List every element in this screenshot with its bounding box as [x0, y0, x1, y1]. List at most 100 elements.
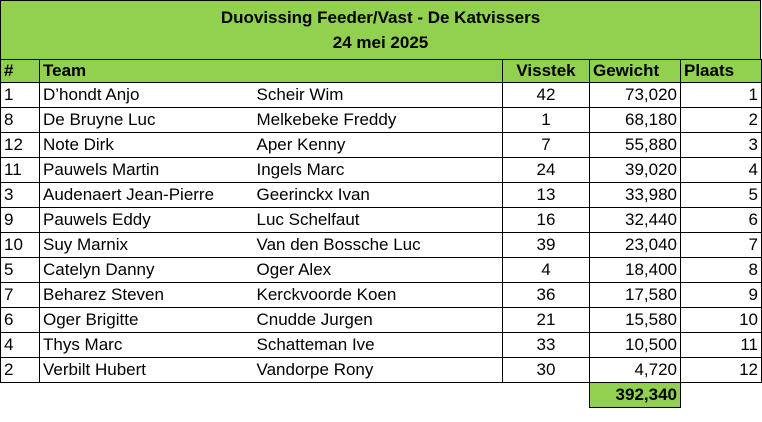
table-row: 1D’hondt AnjoScheir Wim4273,0201: [1, 83, 762, 108]
cell-plaats: 7: [681, 233, 762, 258]
cell-nr: 12: [1, 133, 40, 158]
total-spacer: [40, 383, 254, 408]
cell-angler-2: Cnudde Jurgen: [254, 308, 503, 333]
cell-angler-1: Thys Marc: [40, 333, 254, 358]
table-row: 6Oger BrigitteCnudde Jurgen2115,58010: [1, 308, 762, 333]
cell-plaats: 6: [681, 208, 762, 233]
cell-gewicht: 55,880: [590, 133, 681, 158]
header-row: # Team Visstek Gewicht Plaats: [1, 60, 762, 83]
cell-visstek: 13: [503, 183, 590, 208]
cell-gewicht: 18,400: [590, 258, 681, 283]
cell-nr: 1: [1, 83, 40, 108]
table-row: 11Pauwels MartinIngels Marc2439,0204: [1, 158, 762, 183]
cell-gewicht: 33,980: [590, 183, 681, 208]
table-row: 4Thys MarcSchatteman Ive3310,50011: [1, 333, 762, 358]
cell-nr: 7: [1, 283, 40, 308]
cell-plaats: 9: [681, 283, 762, 308]
cell-gewicht: 73,020: [590, 83, 681, 108]
cell-plaats: 10: [681, 308, 762, 333]
cell-angler-1: Pauwels Martin: [40, 158, 254, 183]
table-row: 9Pauwels EddyLuc Schelfaut1632,4406: [1, 208, 762, 233]
header-team: Team: [40, 60, 503, 83]
cell-angler-1: Catelyn Danny: [40, 258, 254, 283]
cell-angler-2: Melkebeke Freddy: [254, 108, 503, 133]
total-spacer: [681, 383, 762, 408]
header-visstek: Visstek: [503, 60, 590, 83]
cell-gewicht: 4,720: [590, 358, 681, 383]
title-band: Duovissing Feeder/Vast - De Katvissers 2…: [0, 0, 761, 60]
cell-plaats: 2: [681, 108, 762, 133]
cell-angler-2: Ingels Marc: [254, 158, 503, 183]
table-row: 3Audenaert Jean-PierreGeerinckx Ivan1333…: [1, 183, 762, 208]
cell-visstek: 42: [503, 83, 590, 108]
cell-nr: 4: [1, 333, 40, 358]
cell-nr: 10: [1, 233, 40, 258]
title-line-1: Duovissing Feeder/Vast - De Katvissers: [1, 5, 760, 30]
cell-gewicht: 15,580: [590, 308, 681, 333]
table-row: 5Catelyn DannyOger Alex418,4008: [1, 258, 762, 283]
cell-plaats: 5: [681, 183, 762, 208]
cell-angler-2: Geerinckx Ivan: [254, 183, 503, 208]
cell-gewicht: 23,040: [590, 233, 681, 258]
cell-plaats: 3: [681, 133, 762, 158]
cell-angler-1: Beharez Steven: [40, 283, 254, 308]
results-table: # Team Visstek Gewicht Plaats 1D’hondt A…: [0, 59, 762, 408]
cell-angler-2: Van den Bossche Luc: [254, 233, 503, 258]
title-line-2: 24 mei 2025: [1, 30, 760, 55]
cell-angler-1: De Bruyne Luc: [40, 108, 254, 133]
cell-plaats: 12: [681, 358, 762, 383]
total-spacer: [503, 383, 590, 408]
cell-visstek: 30: [503, 358, 590, 383]
cell-nr: 3: [1, 183, 40, 208]
total-spacer: [1, 383, 40, 408]
cell-visstek: 4: [503, 258, 590, 283]
cell-nr: 11: [1, 158, 40, 183]
cell-plaats: 11: [681, 333, 762, 358]
cell-angler-1: Oger Brigitte: [40, 308, 254, 333]
table-row: 2Verbilt HubertVandorpe Rony304,72012: [1, 358, 762, 383]
cell-angler-2: Oger Alex: [254, 258, 503, 283]
cell-visstek: 36: [503, 283, 590, 308]
cell-angler-2: Kerckvoorde Koen: [254, 283, 503, 308]
cell-visstek: 24: [503, 158, 590, 183]
cell-angler-2: Scheir Wim: [254, 83, 503, 108]
cell-visstek: 39: [503, 233, 590, 258]
cell-visstek: 1: [503, 108, 590, 133]
cell-angler-1: Pauwels Eddy: [40, 208, 254, 233]
header-nr: #: [1, 60, 40, 83]
cell-angler-1: D’hondt Anjo: [40, 83, 254, 108]
table-row: 12Note DirkAper Kenny755,8803: [1, 133, 762, 158]
total-weight: 392,340: [590, 383, 681, 408]
cell-plaats: 1: [681, 83, 762, 108]
cell-visstek: 33: [503, 333, 590, 358]
cell-angler-2: Vandorpe Rony: [254, 358, 503, 383]
cell-visstek: 7: [503, 133, 590, 158]
cell-plaats: 8: [681, 258, 762, 283]
cell-gewicht: 32,440: [590, 208, 681, 233]
cell-angler-2: Aper Kenny: [254, 133, 503, 158]
cell-angler-1: Note Dirk: [40, 133, 254, 158]
cell-angler-1: Suy Marnix: [40, 233, 254, 258]
cell-gewicht: 10,500: [590, 333, 681, 358]
total-row: 392,340: [1, 383, 762, 408]
results-body: 1D’hondt AnjoScheir Wim4273,02018De Bruy…: [1, 83, 762, 383]
header-plaats: Plaats: [681, 60, 762, 83]
cell-nr: 2: [1, 358, 40, 383]
cell-angler-1: Audenaert Jean-Pierre: [40, 183, 254, 208]
table-row: 7Beharez StevenKerckvoorde Koen3617,5809: [1, 283, 762, 308]
cell-visstek: 16: [503, 208, 590, 233]
cell-angler-1: Verbilt Hubert: [40, 358, 254, 383]
table-row: 8De Bruyne LucMelkebeke Freddy168,1802: [1, 108, 762, 133]
cell-angler-2: Luc Schelfaut: [254, 208, 503, 233]
cell-nr: 6: [1, 308, 40, 333]
cell-visstek: 21: [503, 308, 590, 333]
cell-nr: 5: [1, 258, 40, 283]
total-spacer: [254, 383, 503, 408]
header-gewicht: Gewicht: [590, 60, 681, 83]
cell-angler-2: Schatteman Ive: [254, 333, 503, 358]
cell-gewicht: 68,180: [590, 108, 681, 133]
cell-nr: 9: [1, 208, 40, 233]
table-row: 10Suy MarnixVan den Bossche Luc3923,0407: [1, 233, 762, 258]
cell-plaats: 4: [681, 158, 762, 183]
